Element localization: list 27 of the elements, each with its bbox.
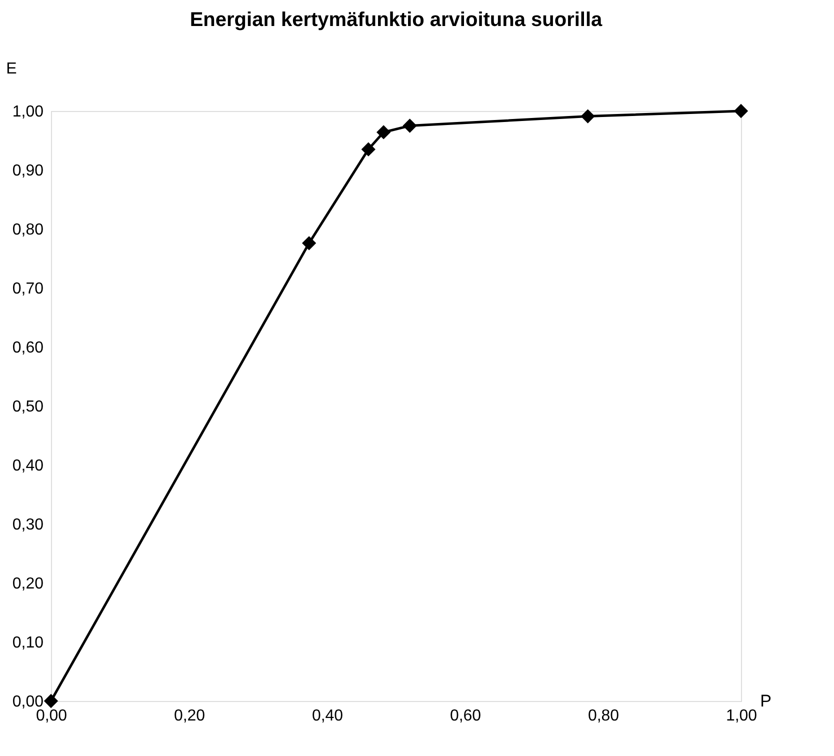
y-tick-label: 0,30 [12, 516, 44, 534]
y-tick-label: 0,60 [12, 340, 44, 356]
y-tick-label: 0,20 [12, 576, 44, 592]
x-axis-title: P [760, 692, 772, 710]
point [361, 142, 376, 156]
point [44, 694, 58, 708]
y-tick-label: 0,40 [12, 458, 44, 474]
x-tick-label: 0,20 [174, 708, 206, 724]
y-tick-label: 0,50 [12, 398, 44, 416]
x-tick-label: 0,40 [312, 708, 344, 724]
y-axis-title: E [6, 60, 17, 78]
point [376, 125, 391, 140]
y-tick-label: 0,00 [12, 694, 44, 710]
point [402, 118, 417, 133]
x-tick-label: 1,00 [726, 708, 758, 724]
y-tick-label: 0,80 [12, 222, 44, 238]
x-tick-label: 0,60 [450, 708, 482, 724]
y-tick-label: 1,00 [12, 104, 44, 120]
point [734, 104, 748, 118]
chart-title: Energian kertymäfunktio arvioituna suorilla [190, 9, 604, 31]
point [580, 109, 595, 124]
y-tick-label: 0,90 [12, 162, 44, 180]
x-tick-label: 0,80 [588, 708, 620, 724]
y-tick-label: 0,70 [12, 280, 44, 298]
point [302, 236, 316, 250]
y-tick-label: 0,10 [12, 634, 44, 652]
x-tick-label: 0,00 [36, 708, 68, 724]
